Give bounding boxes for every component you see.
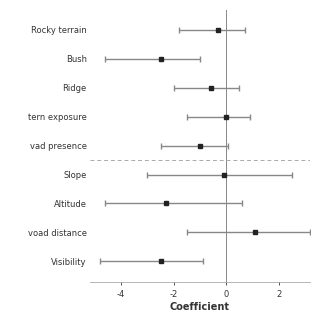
X-axis label: Coefficient: Coefficient bbox=[170, 302, 230, 312]
